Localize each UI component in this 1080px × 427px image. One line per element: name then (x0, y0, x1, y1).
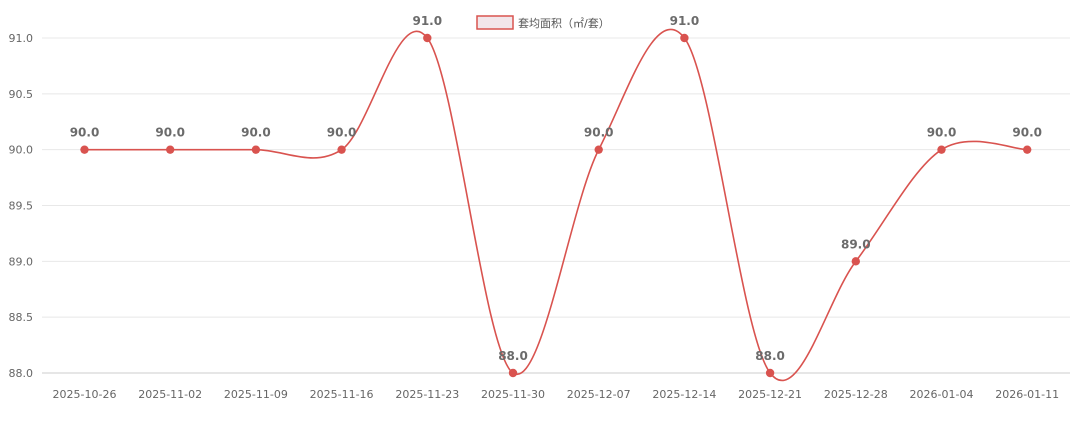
x-tick-label: 2025-11-02 (138, 388, 202, 401)
y-tick-label: 88.0 (9, 367, 34, 380)
data-point[interactable] (251, 145, 261, 154)
x-tick-label: 2025-12-07 (567, 388, 631, 401)
data-point[interactable] (337, 145, 346, 154)
data-label: 91.0 (412, 14, 442, 28)
grid-lines (42, 37, 1070, 374)
data-label: 90.0 (584, 126, 614, 140)
data-label: 90.0 (155, 126, 185, 140)
data-point[interactable] (423, 33, 432, 43)
y-tick-label: 90.5 (9, 88, 34, 101)
x-tick-label: 2025-10-26 (53, 388, 117, 401)
data-point[interactable] (680, 33, 689, 43)
x-tick-label: 2025-11-16 (310, 388, 374, 401)
x-tick-label: 2025-12-28 (824, 388, 888, 401)
y-tick-label: 88.5 (9, 311, 34, 324)
data-label: 90.0 (1012, 126, 1042, 140)
y-tick-label: 90.0 (9, 144, 34, 157)
data-label: 91.0 (670, 14, 700, 28)
x-tick-label: 2025-12-21 (738, 388, 802, 401)
data-labels: 90.0 90.0 90.0 90.0 91.0 88.0 90.0 91.0 88.0 89.0… (70, 14, 1042, 363)
legend[interactable]: 套均面积（㎡/套） (476, 15, 610, 30)
data-point[interactable] (851, 257, 860, 266)
x-tick-label: 2025-11-30 (481, 388, 545, 401)
y-tick-label: 91.0 (9, 32, 34, 45)
series-line-area-per-unit (80, 28, 1032, 382)
data-label: 90.0 (927, 126, 957, 140)
y-tick-label: 89.0 (9, 255, 34, 268)
data-label: 90.0 (70, 126, 100, 140)
data-point[interactable] (1022, 145, 1032, 154)
x-tick-label: 2025-11-09 (224, 388, 288, 401)
data-label: 88.0 (755, 349, 785, 363)
x-tick-label: 2026-01-11 (995, 388, 1059, 401)
data-label: 88.0 (498, 349, 528, 363)
data-point[interactable] (937, 145, 946, 154)
legend-label[interactable]: 套均面积（㎡/套） (518, 17, 610, 30)
y-tick-label: 89.5 (9, 200, 34, 213)
data-label: 89.0 (841, 237, 871, 251)
legend-swatch[interactable] (476, 15, 514, 30)
x-tick-label: 2025-11-23 (395, 388, 459, 401)
data-point[interactable] (765, 368, 775, 378)
axes: 91.0 90.5 90.0 89.5 89.0 88.5 88.0 2025-10-26 20… (9, 32, 1060, 401)
data-point[interactable] (80, 145, 89, 154)
x-tick-label: 2026-01-04 (910, 388, 974, 401)
data-label: 90.0 (327, 126, 357, 140)
x-tick-label: 2025-12-14 (652, 388, 716, 401)
series-line (84, 28, 1028, 382)
data-point[interactable] (508, 368, 518, 378)
data-label: 90.0 (241, 126, 271, 140)
data-point[interactable] (594, 145, 603, 154)
data-point[interactable] (166, 145, 175, 154)
